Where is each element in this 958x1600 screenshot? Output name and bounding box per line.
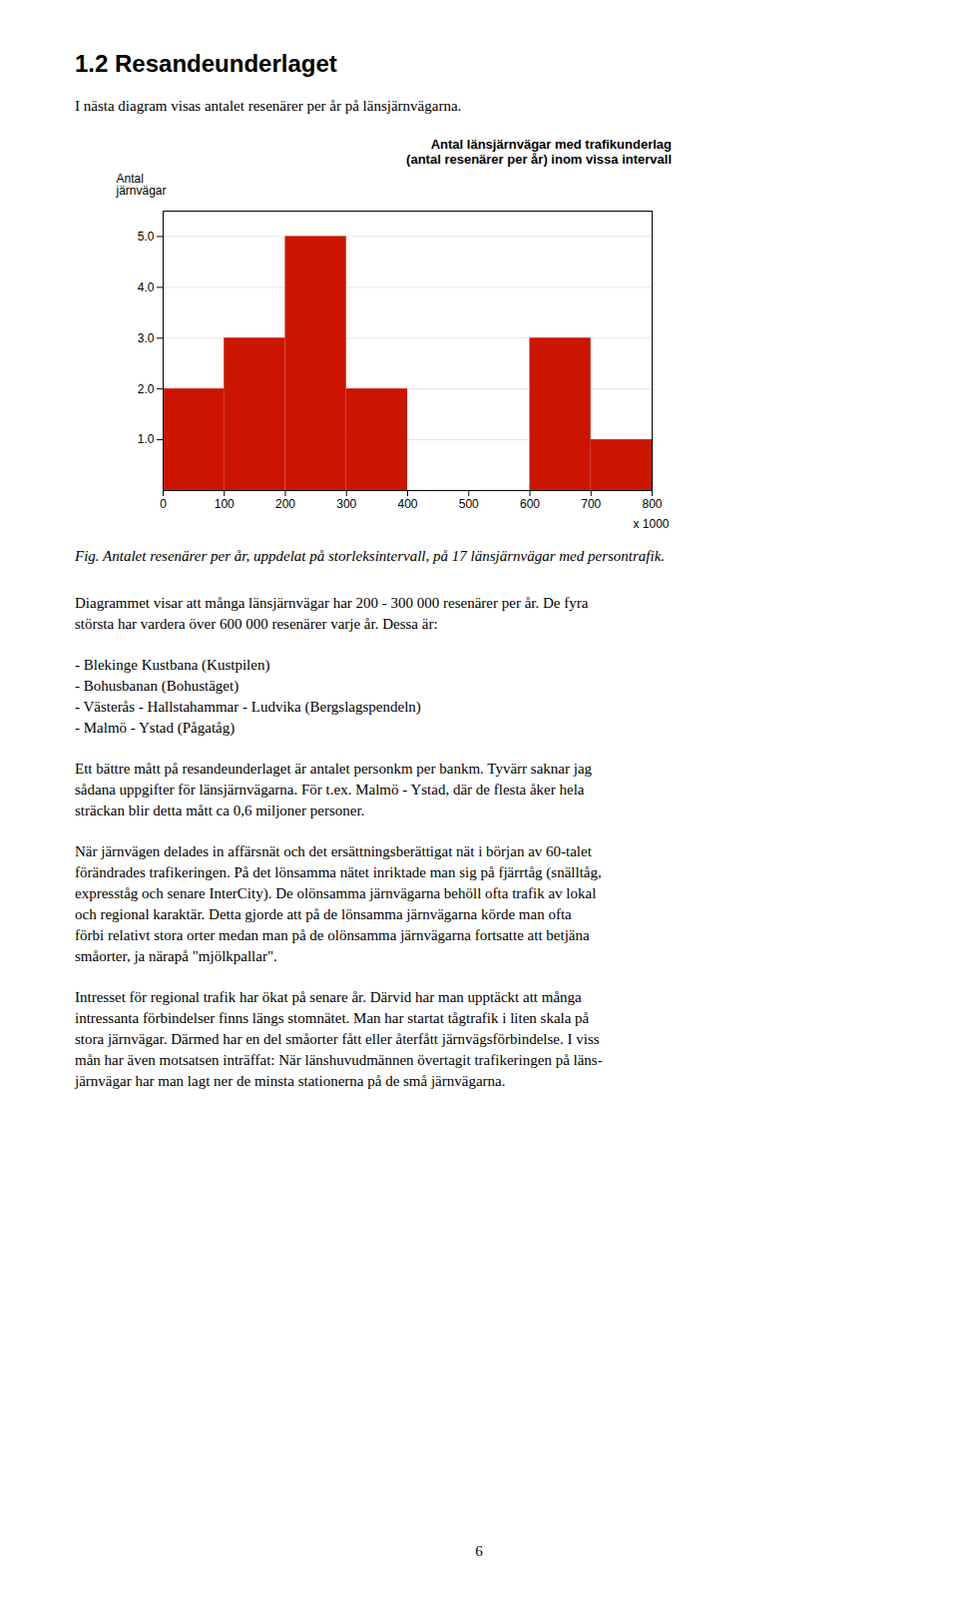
html-text:Ett bättre mått på resandeunde: Ett bättre mått på resandeunderlaget är … bbox=[74, 760, 592, 819]
svg-text:300: 300 bbox=[336, 496, 357, 511]
svg-text:600: 600 bbox=[519, 496, 540, 511]
html-text:6: 6 bbox=[475, 1542, 483, 1559]
html-text:Antal länsjärnvägar med trafik: Antal länsjärnvägar med trafikunderlag (… bbox=[406, 136, 672, 167]
svg-text:Antaljärnvägar: Antaljärnvägar bbox=[115, 171, 167, 198]
svg-text:100: 100 bbox=[214, 496, 235, 511]
html-text:I nästa diagram visas antalet: I nästa diagram visas antalet resenärer … bbox=[74, 97, 462, 114]
svg-text:700: 700 bbox=[580, 496, 601, 511]
svg-text:800: 800 bbox=[641, 496, 662, 511]
svg-text:5.0: 5.0 bbox=[137, 229, 155, 244]
html-text:1.2 Resandeunderlaget: 1.2 Resandeunderlaget bbox=[74, 49, 338, 77]
svg-text:400: 400 bbox=[397, 496, 418, 511]
svg-text:3.0: 3.0 bbox=[137, 331, 155, 346]
svg-text:1.0: 1.0 bbox=[137, 432, 155, 447]
html-text:- Blekinge Kustbana (Kustpilen: - Blekinge Kustbana (Kustpilen) - Bohusb… bbox=[74, 656, 421, 736]
svg-text:4.0: 4.0 bbox=[137, 280, 155, 295]
svg-text:200: 200 bbox=[275, 496, 296, 511]
html-text:Intresset för regional trafik: Intresset för regional trafik har ökat p… bbox=[74, 988, 603, 1089]
html-text:När järnvägen delades in affär: När järnvägen delades in affärsnät och d… bbox=[74, 843, 602, 964]
html-text:Fig. Antalet resenärer per år,: Fig. Antalet resenärer per år, uppdelat … bbox=[74, 547, 665, 564]
svg-text:500: 500 bbox=[459, 496, 479, 511]
svg-text:2.0: 2.0 bbox=[137, 382, 155, 397]
svg-text:x 1000: x 1000 bbox=[632, 516, 669, 531]
html-text:Diagrammet visar att många län: Diagrammet visar att många länsjärnvägar… bbox=[74, 594, 589, 632]
svg-text:0: 0 bbox=[159, 496, 167, 511]
